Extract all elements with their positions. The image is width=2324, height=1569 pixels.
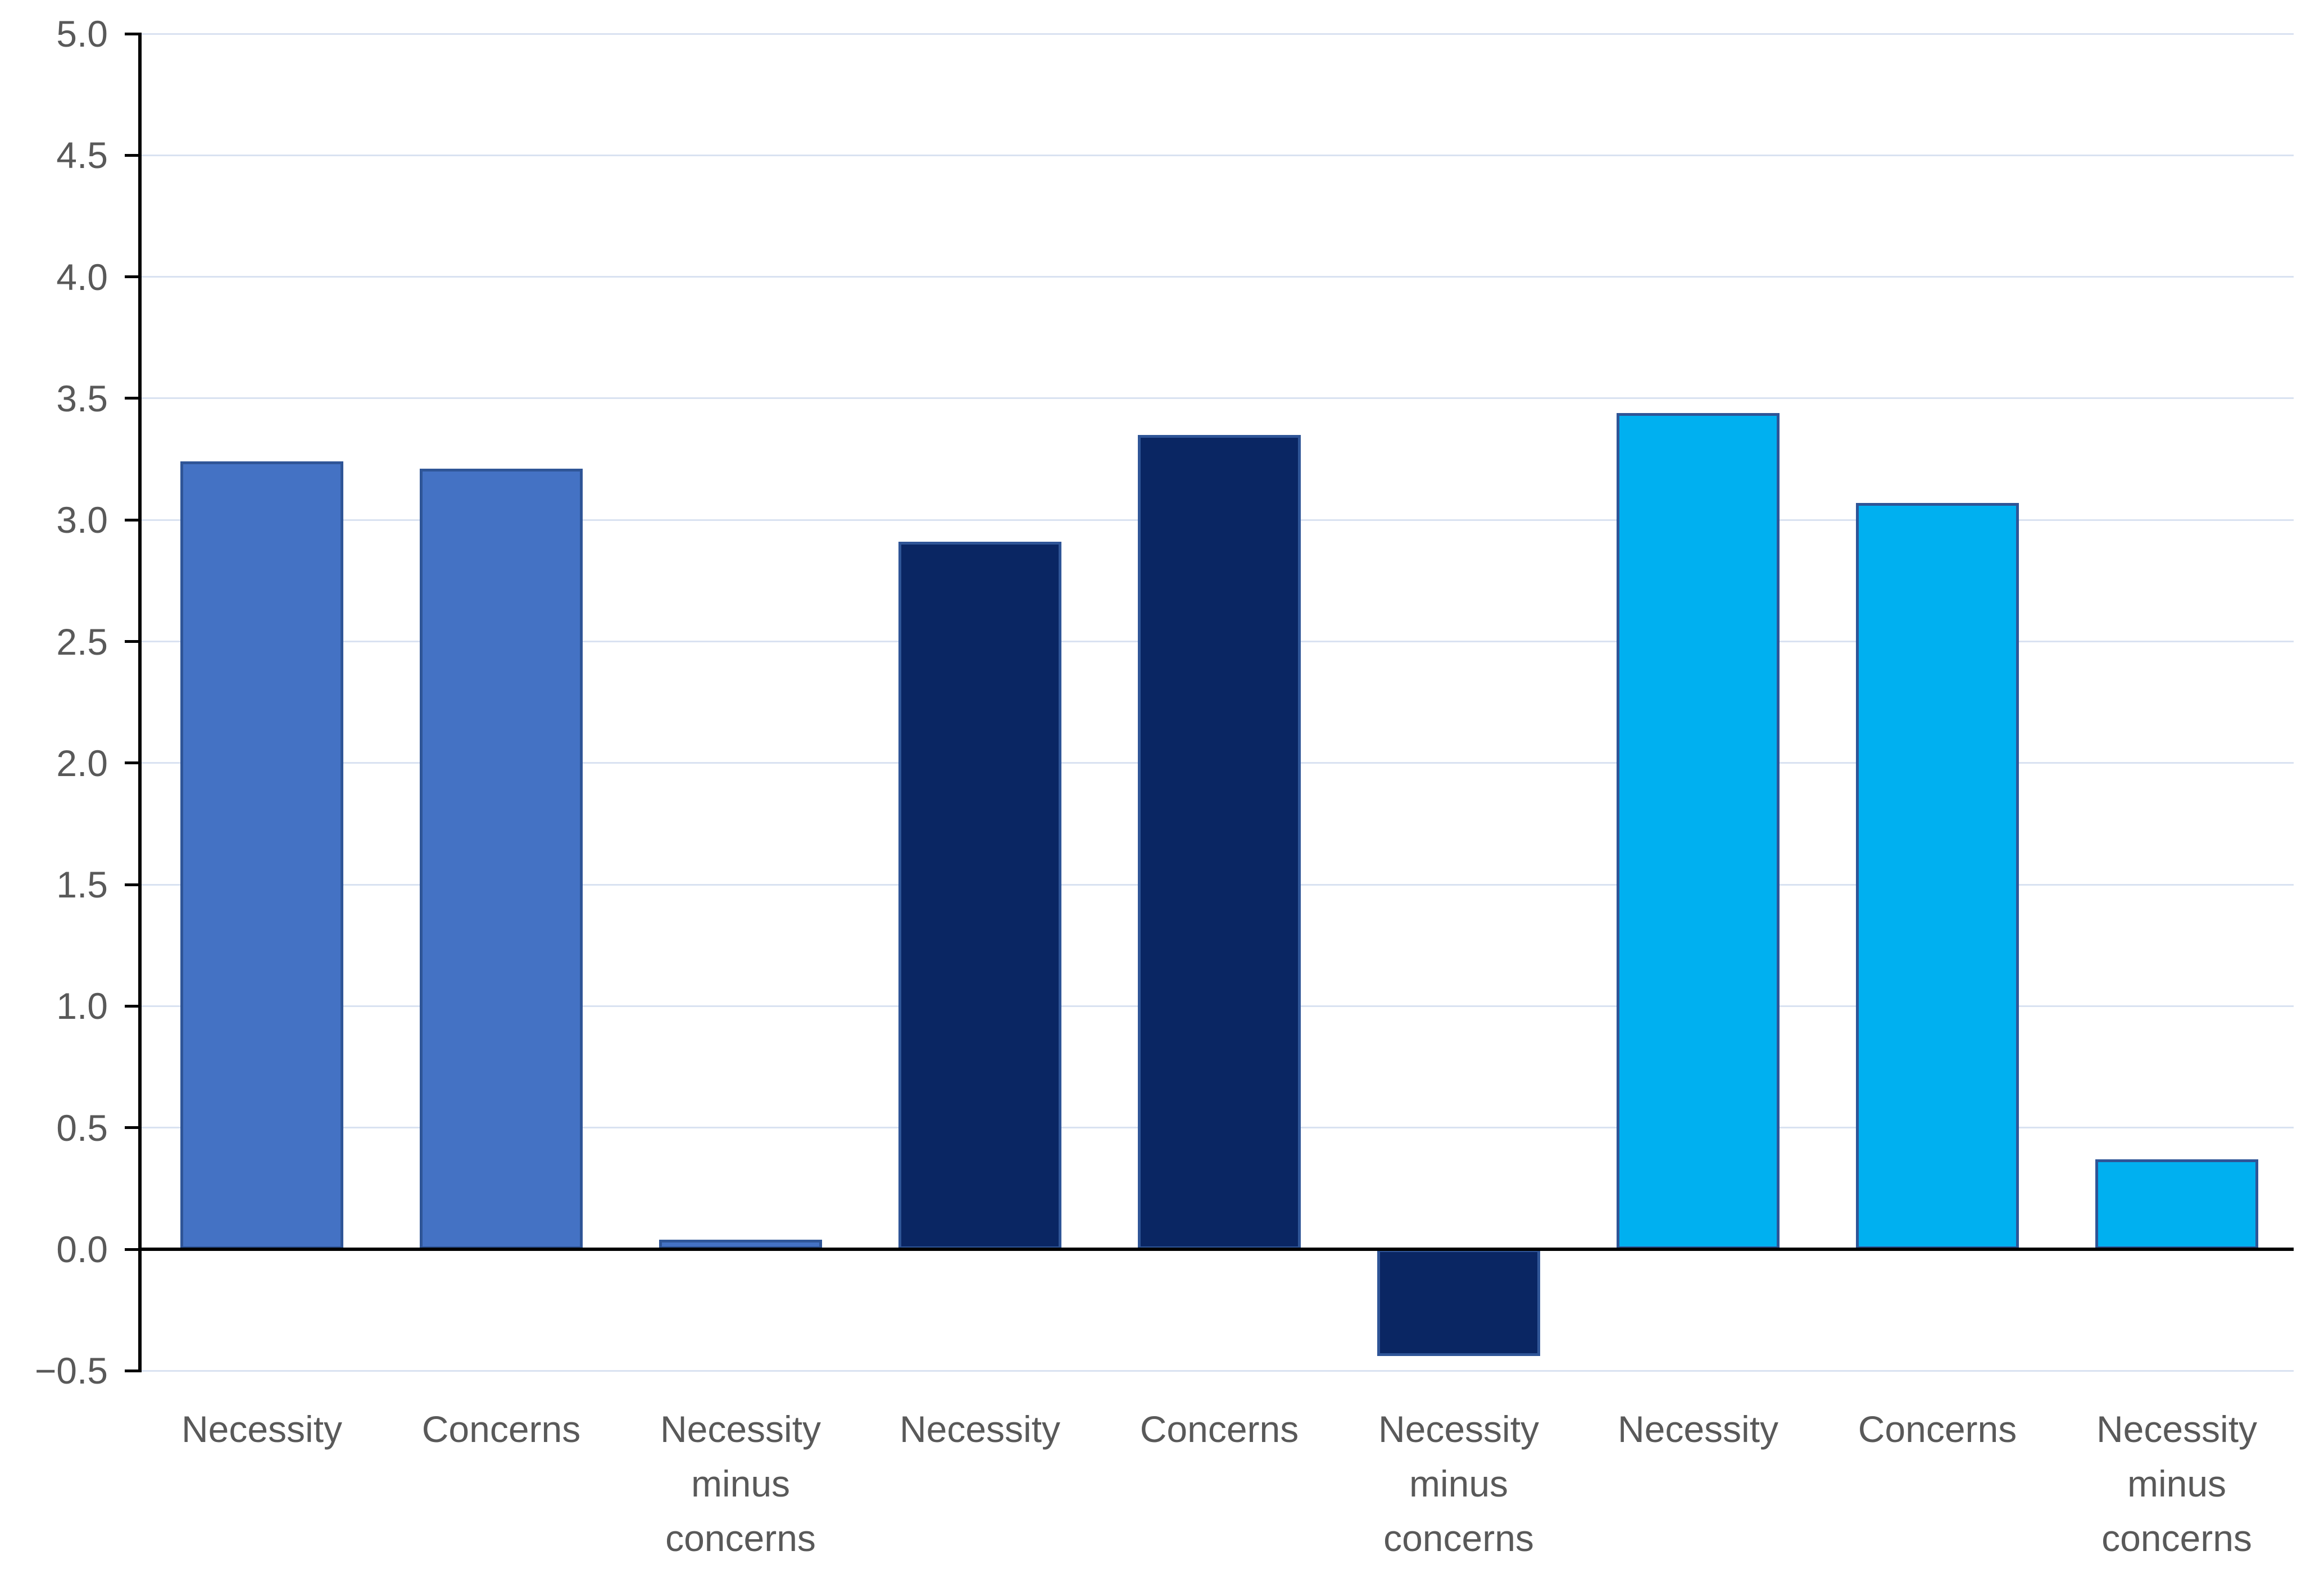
y-axis-line xyxy=(138,33,142,1372)
y-tick-label: 1.0 xyxy=(56,985,108,1027)
x-axis-label-9-necessity-minus-concerns: Necessity minus concerns xyxy=(2058,1402,2296,1566)
x-axis-label-line: Concerns xyxy=(421,1408,581,1450)
y-axis-tick xyxy=(125,397,140,400)
bar-6-necessity-minus-concerns[interactable] xyxy=(1377,1249,1540,1356)
bar-9-necessity-minus-concerns[interactable] xyxy=(2095,1159,2258,1249)
x-axis-label-line: minus xyxy=(691,1463,791,1504)
y-tick-label: 0.5 xyxy=(56,1107,108,1149)
y-tick-label: 4.5 xyxy=(56,134,108,176)
y-axis-tick xyxy=(125,275,140,278)
y-tick-label: 4.0 xyxy=(56,256,108,298)
x-axis-label-8-concerns: Concerns xyxy=(1818,1402,2057,1457)
gridline xyxy=(142,1370,2294,1372)
x-axis-label-1-necessity: Necessity xyxy=(143,1402,381,1457)
x-axis-label-4-necessity: Necessity xyxy=(861,1402,1099,1457)
y-axis-tick xyxy=(125,33,140,35)
x-axis-label-line: Necessity xyxy=(2096,1408,2258,1450)
y-tick-label: 3.0 xyxy=(56,499,108,541)
y-axis-tick xyxy=(125,1005,140,1008)
bar-5-concerns[interactable] xyxy=(1138,435,1301,1249)
x-axis-label-7-necessity: Necessity xyxy=(1579,1402,1817,1457)
y-axis-tick xyxy=(125,1370,140,1372)
bar-4-necessity[interactable] xyxy=(898,542,1061,1249)
x-axis-label-line: Concerns xyxy=(1858,1408,2017,1450)
y-axis-tick xyxy=(125,1248,140,1251)
y-tick-label: 1.5 xyxy=(56,864,108,905)
y-tick-label: −0.5 xyxy=(34,1350,108,1391)
bar-1-necessity[interactable] xyxy=(180,461,343,1249)
gridline xyxy=(142,33,2294,35)
x-axis-label-line: Necessity xyxy=(181,1408,343,1450)
y-tick-label: 0.0 xyxy=(56,1228,108,1270)
x-axis-label-line: concerns xyxy=(665,1517,816,1559)
x-axis-label-line: minus xyxy=(1409,1463,1509,1504)
x-axis-label-line: minus xyxy=(2127,1463,2227,1504)
y-axis-tick xyxy=(125,761,140,764)
x-axis-label-line: Necessity xyxy=(1617,1408,1779,1450)
x-axis-label-6-necessity-minus-concerns: Necessity minus concerns xyxy=(1340,1402,1578,1566)
y-tick-label: 2.5 xyxy=(56,621,108,663)
x-axis-label-line: concerns xyxy=(2101,1517,2252,1559)
bar-8-concerns[interactable] xyxy=(1856,503,2019,1249)
x-axis-label-line: Necessity xyxy=(660,1408,821,1450)
bar-2-concerns[interactable] xyxy=(420,469,583,1249)
x-axis-zero-line xyxy=(138,1248,2294,1251)
y-tick-label: 5.0 xyxy=(56,13,108,55)
y-tick-label: 3.5 xyxy=(56,378,108,419)
x-axis-label-line: Necessity xyxy=(1378,1408,1540,1450)
y-axis-tick xyxy=(125,640,140,643)
x-axis-label-line: concerns xyxy=(1383,1517,1534,1559)
y-axis-tick xyxy=(125,883,140,886)
x-axis-label-line: Necessity xyxy=(899,1408,1061,1450)
y-axis-tick xyxy=(125,154,140,157)
x-axis-label-3-necessity-minus-concerns: Necessity minus concerns xyxy=(621,1402,860,1566)
y-axis-tick xyxy=(125,1126,140,1129)
x-axis-label-line: Concerns xyxy=(1140,1408,1299,1450)
x-axis-label-2-concerns: Concerns xyxy=(382,1402,620,1457)
gridline xyxy=(142,397,2294,399)
y-tick-label: 2.0 xyxy=(56,742,108,784)
gridline xyxy=(142,155,2294,156)
x-axis-label-5-concerns: Concerns xyxy=(1100,1402,1338,1457)
y-axis-tick xyxy=(125,519,140,522)
gridline xyxy=(142,276,2294,278)
bar-7-necessity[interactable] xyxy=(1617,413,1780,1249)
